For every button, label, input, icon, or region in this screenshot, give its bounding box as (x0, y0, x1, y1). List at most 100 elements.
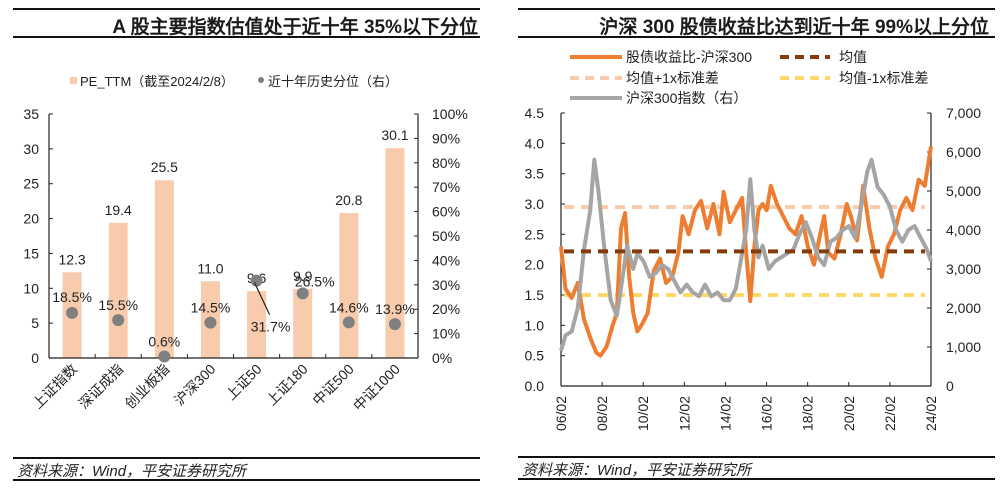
x-tick-label: 沪深300 (171, 361, 219, 409)
y-tick-label: 10 (23, 280, 39, 296)
label-leader-line (254, 282, 271, 315)
source-bottom-rule (13, 479, 480, 481)
percentile-point (342, 316, 355, 329)
percentile-label: 13.9% (375, 301, 415, 317)
legend-swatch-percentile (258, 77, 264, 83)
y-tick-label: 1.0 (525, 317, 545, 333)
x-tick-label: 12/02 (676, 396, 692, 431)
title-top-rule (13, 8, 480, 10)
x-tick-label: 14/02 (717, 396, 733, 431)
percentile-point (112, 314, 125, 327)
y2-tick-label: 7,000 (946, 105, 981, 121)
left-panel: A 股主要指数估值处于近十年 35%以下分位 PE_TTM（截至2024/2/8… (0, 0, 500, 494)
bar-pe (247, 291, 267, 358)
y2-tick-label: 80% (432, 155, 460, 171)
y-tick-label: 3.0 (525, 196, 545, 212)
right-source-note: 资料来源：Wind，平安证券研究所 (522, 462, 752, 479)
percentile-label: 14.5% (191, 300, 231, 316)
x-tick-label: 24/02 (923, 396, 939, 431)
y-tick-label: 2.0 (525, 257, 545, 273)
y-tick-label: 15 (23, 245, 39, 261)
y2-tick-label: 0 (946, 378, 954, 394)
y2-tick-label: 50% (432, 228, 460, 244)
title-bottom-rule (13, 36, 480, 38)
x-tick-label: 上证指数 (29, 361, 80, 412)
y-tick-label: 20 (23, 211, 39, 227)
percentile-point (296, 287, 309, 300)
percentile-point (388, 318, 401, 331)
bar-value-label: 11.0 (197, 260, 223, 276)
percentile-label: 18.5% (52, 289, 92, 305)
legend-mean-plus-std-label: 均值+1x标准差 (626, 70, 719, 86)
x-tick-label: 中证1000 (350, 361, 403, 414)
y-tick-label: 0 (31, 350, 39, 366)
y2-tick-label: 20% (432, 301, 460, 317)
y2-tick-label: 2,000 (946, 300, 981, 316)
legend-label-pe: PE_TTM（截至2024/2/8） (80, 74, 234, 89)
y2-tick-label: 10% (432, 326, 460, 342)
legend-swatch-pe (70, 77, 77, 84)
legend-label-percentile: 近十年历史分位（右） (268, 74, 398, 89)
legend-csi300-label: 沪深300指数（右） (626, 90, 747, 106)
y2-tick-label: 6,000 (946, 144, 981, 160)
source-bottom-rule (518, 478, 995, 480)
bar-value-label: 19.4 (105, 202, 132, 218)
y-tick-label: 4.5 (525, 105, 545, 121)
x-tick-label: 22/02 (882, 396, 898, 431)
percentile-point (158, 350, 171, 363)
source-top-rule (13, 457, 480, 459)
percentile-point (204, 316, 217, 329)
percentile-label: 14.6% (329, 299, 369, 315)
percentile-label: 26.5% (295, 273, 335, 289)
bar-value-label: 12.3 (58, 251, 85, 267)
x-tick-label: 08/02 (594, 396, 610, 431)
x-tick-label: 深证成指 (75, 361, 126, 412)
legend-ratio-label: 股债收益比-沪深300 (626, 49, 752, 65)
y-tick-label: 35 (23, 106, 39, 122)
x-tick-label: 16/02 (759, 396, 775, 431)
y2-tick-label: 4,000 (946, 222, 981, 238)
left-chart: PE_TTM（截至2024/2/8） 近十年历史分位（右） 0 5 10 15 20 25 30… (23, 74, 467, 414)
legend-mean-minus-std-label: 均值-1x标准差 (839, 70, 928, 86)
legend-mean-label: 均值 (839, 49, 867, 65)
y2-tick-label: 3,000 (946, 261, 981, 277)
y2-tick-label: 40% (432, 252, 460, 268)
x-tick-label: 06/02 (553, 396, 569, 431)
bar-pe (108, 222, 128, 358)
y-tick-label: 25 (23, 176, 39, 192)
percentile-label: 0.6% (148, 334, 180, 350)
percentile-point (250, 274, 263, 287)
percentile-label: 15.5% (98, 297, 138, 313)
y2-tick-label: 60% (432, 204, 460, 220)
y2-tick-label: 0% (432, 350, 452, 366)
right-chart-title: 沪深 300 股债收益比达到近十年 99%以上分位 (599, 17, 989, 38)
x-tick-label: 18/02 (800, 396, 816, 431)
percentile-point (66, 306, 79, 319)
title-bottom-rule (518, 36, 995, 38)
bar-value-label: 9.9 (293, 268, 313, 284)
y-tick-label: 4.0 (525, 135, 545, 151)
title-top-rule (518, 8, 995, 10)
y2-tick-label: 5,000 (946, 183, 981, 199)
y-tick-label: 0.0 (525, 378, 545, 394)
bar-pe (339, 212, 359, 358)
csi300-series-line (559, 157, 933, 352)
source-top-rule (518, 456, 995, 458)
bar-value-label: 20.8 (335, 192, 362, 208)
bar-pe (293, 288, 313, 358)
y2-tick-label: 1,000 (946, 339, 981, 355)
y-tick-label: 5 (31, 315, 39, 331)
left-source-note: 资料来源：Wind，平安证券研究所 (17, 463, 247, 480)
y2-tick-label: 70% (432, 179, 460, 195)
left-chart-title: A 股主要指数估值处于近十年 35%以下分位 (112, 17, 478, 38)
percentile-label: 31.7% (251, 319, 291, 335)
y-tick-label: 1.5 (525, 287, 545, 303)
y-tick-label: 0.5 (525, 348, 545, 364)
bar-value-label: 25.5 (151, 159, 178, 175)
x-tick-label: 20/02 (841, 396, 857, 431)
y-tick-label: 2.5 (525, 226, 545, 242)
right-panel: 沪深 300 股债收益比达到近十年 99%以上分位 资料来源：Wind，平安证券… (505, 0, 1007, 494)
x-tick-label: 上证50 (223, 361, 265, 403)
y-tick-label: 3.5 (525, 166, 545, 182)
